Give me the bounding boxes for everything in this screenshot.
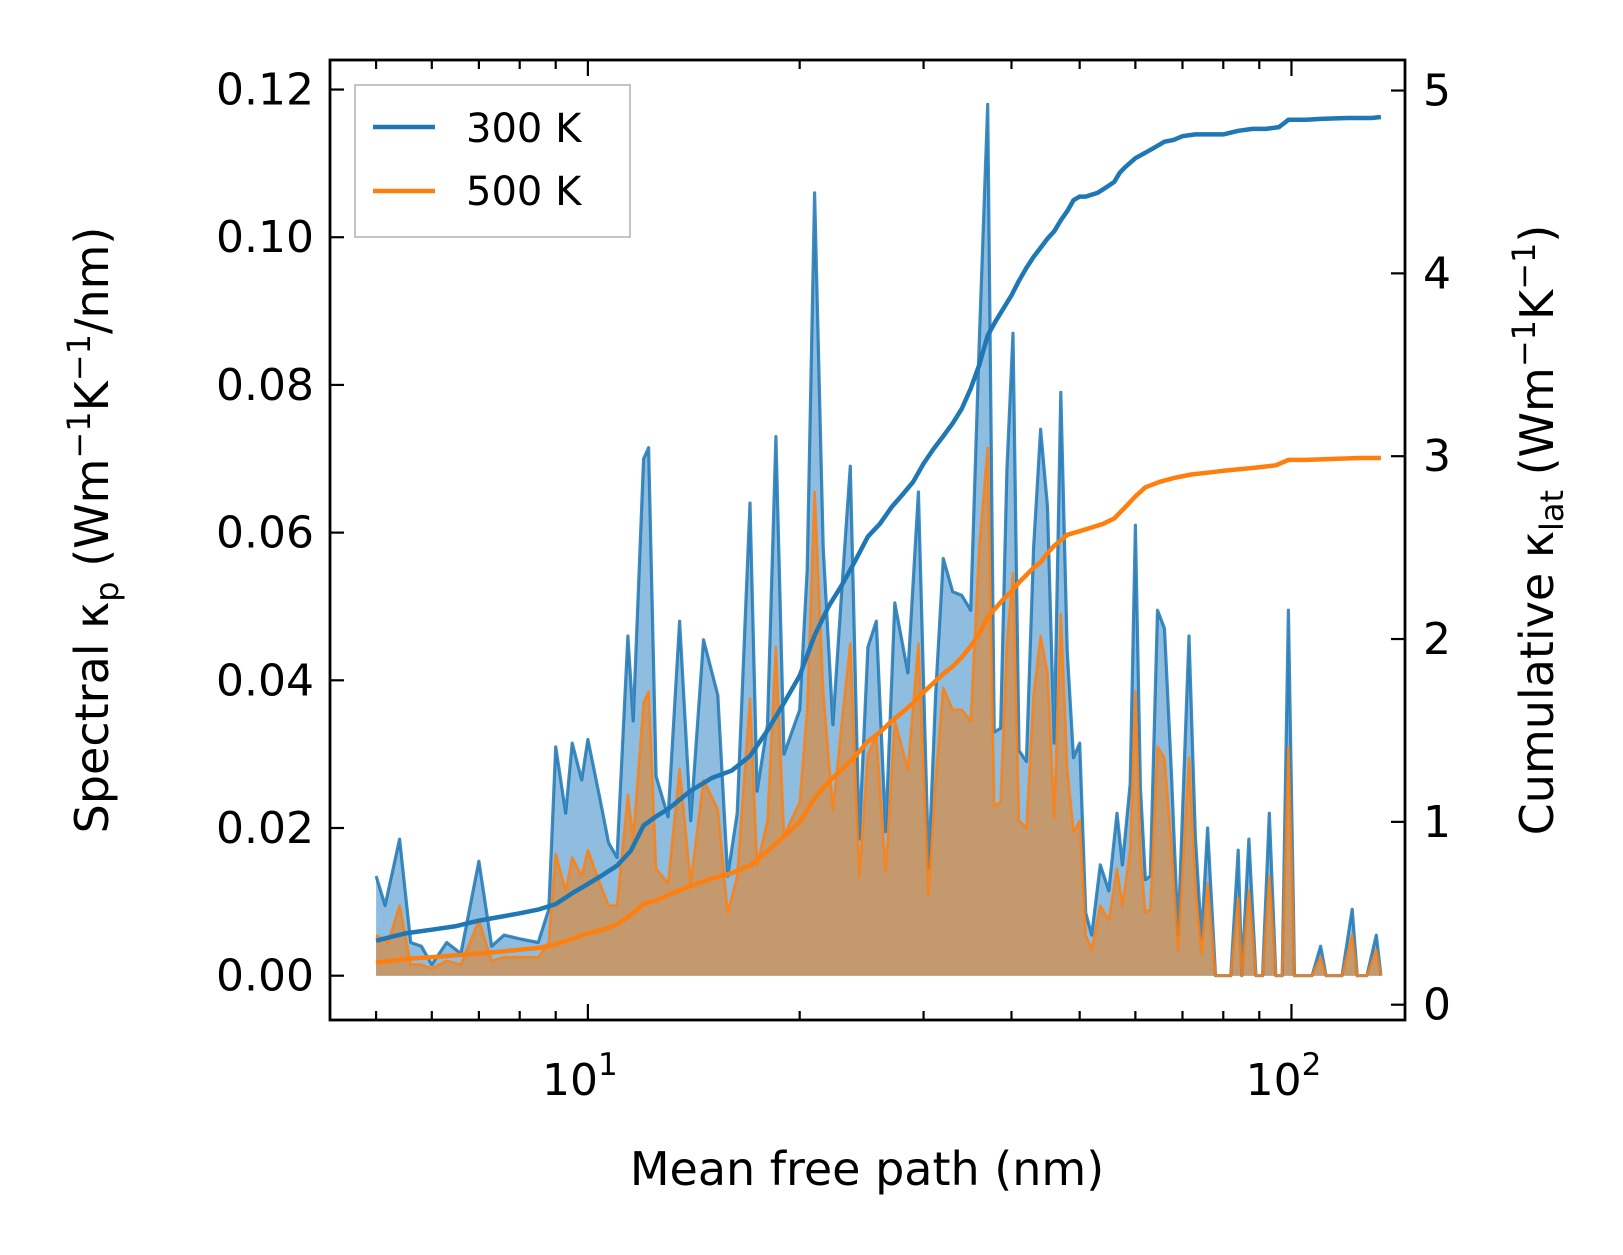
series-300k-spectral-fill	[376, 104, 1381, 976]
legend-label-300k: 300 K	[466, 106, 583, 152]
legend-box	[354, 84, 631, 238]
y-left-tick-label: 0.08	[216, 360, 314, 411]
y-left-tick-label: 0.00	[216, 951, 314, 1002]
ticks-layer	[330, 60, 1405, 1020]
y-axis-right-label: Cumulative κlat (Wm−1K−1)	[1505, 225, 1571, 836]
y-right-tick-label: 5	[1423, 66, 1451, 117]
tick-labels: 0.00 0.02 0.04 0.06 0.08 0.10 0.12 0 1 2 3 4 5 101 102	[216, 65, 1451, 1106]
x-axis-label: Mean free path (nm)	[630, 1142, 1104, 1196]
series-300k-spectral-line	[374, 102, 1383, 978]
y-right-tick-label: 1	[1423, 797, 1451, 848]
series-300k-cumulative-line	[375, 114, 1382, 943]
x-tick-label: 102	[1246, 1047, 1322, 1106]
x-tick-label: 101	[542, 1047, 618, 1106]
y-right-tick-label: 0	[1423, 980, 1451, 1031]
y-left-tick-label: 0.04	[216, 655, 314, 706]
y-right-tick-label: 3	[1423, 431, 1451, 482]
y-left-tick-label: 0.10	[216, 212, 314, 263]
legend-label-500k: 500 K	[466, 169, 583, 215]
series-500k-cumulative-line	[375, 455, 1381, 965]
series-500k-spectral-line	[375, 446, 1383, 977]
y-axis-left-label: Spectral κp (Wm−1K−1/nm)	[60, 227, 126, 834]
y-right-tick-label: 2	[1423, 614, 1451, 665]
series-layer	[374, 102, 1383, 978]
y-left-tick-label: 0.02	[216, 803, 314, 854]
series-500k-spectral-fill	[376, 447, 1381, 976]
plot-frame	[328, 58, 1407, 1022]
legend: 300 K 500 K	[354, 84, 631, 238]
y-left-tick-label: 0.12	[216, 65, 314, 116]
y-left-tick-label: 0.06	[216, 508, 314, 559]
y-right-tick-label: 4	[1423, 248, 1451, 299]
